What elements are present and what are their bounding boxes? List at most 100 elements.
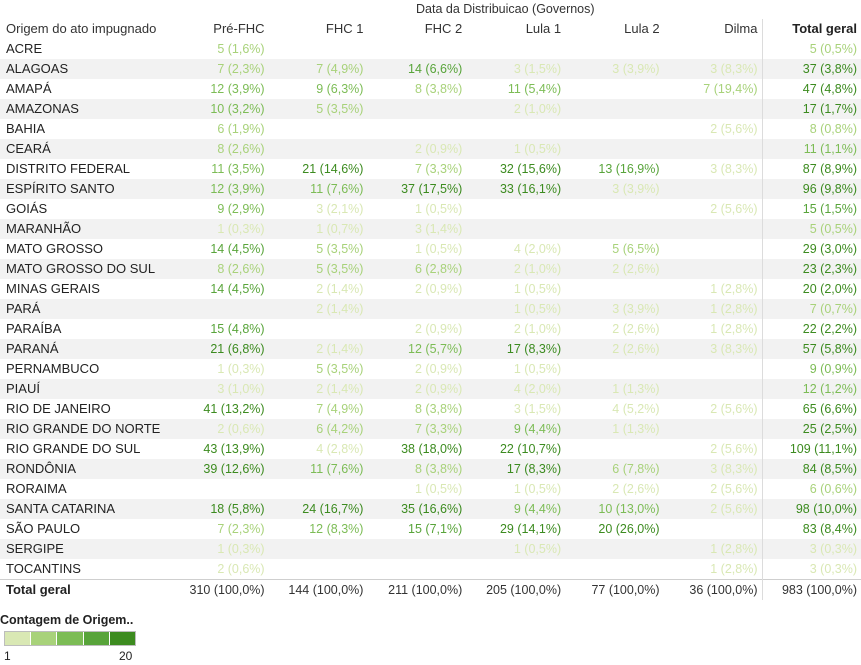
data-cell: 7 (2,3%) — [217, 522, 265, 536]
data-cell: 21 (14,6%) — [302, 162, 364, 176]
data-cell — [565, 79, 663, 99]
data-cell — [664, 239, 762, 259]
table-row: SÃO PAULO 7 (2,3%) 12 (8,3%) 15 (7,1%) 29 (1… — [0, 519, 861, 539]
data-cell: 2 (5,6%) — [663, 499, 762, 519]
data-cell — [466, 219, 566, 239]
data-cell: 1 (0,5%) — [415, 482, 463, 496]
data-cell: 9 (2,9%) — [217, 202, 265, 216]
data-cell — [663, 139, 762, 159]
data-cell: 43 (13,9%) — [203, 442, 265, 456]
data-cell: 3 (1,4%) — [367, 219, 467, 239]
row-total-cell: 57 (5,8%) — [761, 339, 861, 359]
data-cell: 1 (1,3%) — [565, 419, 664, 439]
table-row: SERGIPE 1 (0,3%) 1 (0,5%) 1 (2,8%) 3 (0,3%) — [0, 539, 861, 559]
data-cell: 15 (7,1%) — [408, 522, 463, 536]
state-label: TOCANTINS — [6, 561, 81, 576]
total-row: Total geral 310 (100,0%) 144 (100,0%) 21… — [0, 579, 861, 600]
data-cell — [663, 219, 762, 239]
state-label: RONDÔNIA — [0, 459, 186, 479]
table-row: TOCANTINS 2 (0,6%) 1 (2,8%) 3 (0,3%) — [0, 559, 861, 580]
data-cell: 12 (5,7%) — [367, 339, 467, 359]
row-total-cell: 37 (3,8%) — [761, 59, 861, 79]
data-cell: 37 (17,5%) — [367, 179, 467, 199]
data-cell — [663, 259, 762, 279]
data-cell — [269, 319, 368, 339]
data-cell: 2 (5,6%) — [710, 122, 758, 136]
row-total-cell: 65 (6,6%) — [761, 399, 861, 419]
data-cell: 3 (3,9%) — [565, 179, 664, 199]
data-cell: 12 (3,9%) — [185, 179, 269, 199]
legend-swatch — [5, 632, 32, 645]
state-label: MINAS GERAIS — [6, 281, 100, 296]
data-cell: 1 (0,5%) — [513, 282, 562, 296]
col-header-dilma: Dilma — [724, 21, 758, 36]
data-cell — [565, 219, 664, 239]
state-label: PERNAMBUCO — [6, 361, 100, 376]
data-cell: 21 (6,8%) — [185, 339, 269, 359]
row-total-cell: 47 (4,8%) — [761, 79, 861, 99]
state-label: RORAIMA — [6, 481, 67, 496]
data-cell: 33 (16,1%) — [466, 179, 566, 199]
data-cell: 32 (15,6%) — [499, 162, 562, 176]
column-supertitle-text: Data da Distribuicao (Governos) — [416, 2, 595, 16]
table-row: GOIÁS 9 (2,9%) 3 (2,1%) 1 (0,5%) 2 (5,6%) 15 … — [0, 199, 861, 219]
table-row: MARANHÃO 1 (0,3%) 1 (0,7%) 3 (1,4%) 5 (0,5%) — [0, 219, 861, 239]
data-cell: 1 (0,7%) — [268, 219, 368, 239]
data-cell — [565, 279, 663, 299]
data-cell — [565, 439, 663, 459]
data-cell: 2 (0,9%) — [415, 282, 463, 296]
table-row: RIO GRANDE DO SUL 43 (13,9%) 4 (2,8%) 38 (1… — [0, 439, 861, 459]
table-row: DISTRITO FEDERAL 11 (3,5%) 21 (14,6%) 7 (3,… — [0, 159, 861, 179]
row-total-cell: 20 (2,0%) — [761, 279, 861, 299]
col-header-lula1: Lula 1 — [525, 21, 562, 36]
data-cell: 5 (3,5%) — [316, 242, 364, 256]
row-total-cell: 6 (0,6%) — [761, 479, 861, 499]
row-total-cell: 25 (2,5%) — [761, 419, 861, 439]
data-cell — [663, 99, 762, 119]
table-row: RORAIMA 1 (0,5%) 1 (0,5%) 2 (2,6%) 2 (5,6%) 6… — [0, 479, 861, 499]
header-row: Origem do ato impugnado Pré-FHC FHC 1 FH… — [0, 19, 861, 39]
state-label: PARÁ — [0, 299, 186, 319]
col-header-pre-fhc: Pré-FHC — [213, 21, 265, 36]
data-cell — [663, 419, 762, 439]
data-cell — [367, 39, 466, 59]
data-cell — [466, 559, 565, 580]
data-cell — [664, 519, 762, 539]
state-label: MARANHÃO — [0, 219, 186, 239]
data-cell: 2 (0,9%) — [367, 139, 467, 159]
legend-title: Contagem de Origem.. — [0, 613, 134, 627]
data-cell: 1 (0,5%) — [513, 362, 562, 376]
data-cell: 10 (3,2%) — [185, 99, 269, 119]
row-total-cell: 15 (1,5%) — [761, 199, 861, 219]
data-cell: 3 (2,1%) — [316, 202, 364, 216]
data-cell: 1 (0,5%) — [415, 242, 463, 256]
data-cell: 1 (2,8%) — [710, 282, 758, 296]
state-label: CEARÁ — [0, 139, 186, 159]
state-label: AMAPÁ — [6, 81, 52, 96]
col-header-fhc1: FHC 1 — [325, 21, 364, 36]
data-cell: 8 (3,8%) — [367, 459, 467, 479]
data-cell: 22 (10,7%) — [499, 442, 562, 456]
data-cell: 4 (2,0%) — [513, 242, 562, 256]
color-legend: Contagem de Origem.. 1 20 — [0, 613, 200, 665]
data-cell: 2 (2,6%) — [565, 259, 664, 279]
data-cell: 15 (4,8%) — [210, 322, 265, 336]
data-cell: 7 (4,9%) — [316, 402, 364, 416]
state-label: MATO GROSSO — [6, 241, 104, 256]
total-cell: 211 (100,0%) — [367, 579, 467, 600]
table-row: RIO GRANDE DO NORTE 2 (0,6%) 6 (4,2%) 7 (3,… — [0, 419, 861, 439]
table-row: MATO GROSSO DO SUL 8 (2,6%) 5 (3,5%) 6 (2,8… — [0, 259, 861, 279]
data-cell: 1 (2,8%) — [710, 322, 758, 336]
data-cell: 5 (6,5%) — [612, 242, 660, 256]
data-cell: 8 (3,8%) — [415, 402, 463, 416]
data-cell: 1 (0,3%) — [217, 362, 265, 376]
legend-swatch — [31, 632, 58, 645]
state-label: AMAZONAS — [0, 99, 186, 119]
state-label: ACRE — [6, 41, 43, 56]
row-total-cell: 8 (0,8%) — [761, 119, 861, 139]
data-cell: 1 (2,8%) — [663, 539, 762, 559]
data-cell: 11 (3,5%) — [211, 162, 265, 176]
table-row: BAHIA 6 (1,9%) 2 (5,6%) 8 (0,8%) — [0, 119, 861, 139]
data-cell: 7 (3,3%) — [415, 162, 463, 176]
col-header-total: Total geral — [761, 19, 861, 39]
